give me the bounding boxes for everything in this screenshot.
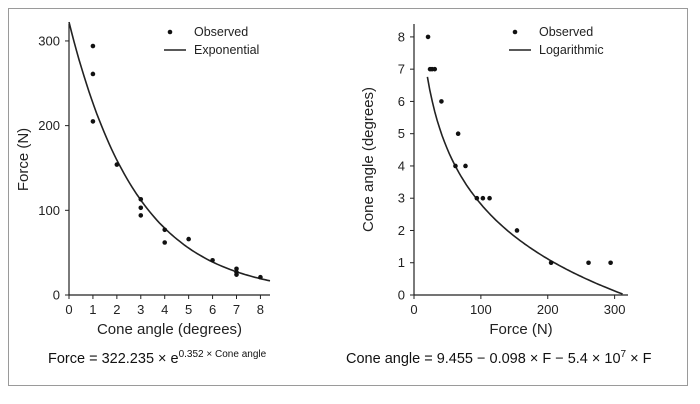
- right-observed-point: [487, 195, 492, 201]
- right-equation-main: Cone angle = 9.455 − 0.098 × F − 5.4 × 1…: [346, 350, 621, 367]
- right-y-tick-label: 4: [398, 158, 405, 173]
- left-x-tick-label: 1: [89, 302, 96, 317]
- left-y-axis-label: Force (N): [15, 128, 32, 191]
- right-observed-point: [514, 228, 520, 233]
- left-x-tick-label: 7: [233, 302, 240, 317]
- right-observed-point: [432, 66, 438, 72]
- left-observed-point: [138, 197, 144, 202]
- left-y-tick-label: 300: [38, 33, 60, 48]
- left-observed-point: [210, 257, 215, 263]
- right-observed-point: [548, 260, 554, 266]
- right-observed-point: [425, 34, 431, 40]
- right-x-tick-label: 0: [410, 302, 417, 317]
- left-observed-point: [138, 205, 144, 211]
- right-y-axis-label: Cone angle (degrees): [360, 87, 377, 232]
- left-equation-exponent: 0.352 × Cone angle: [178, 349, 267, 360]
- right-observed-point: [463, 163, 468, 169]
- left-observed-point: [90, 43, 96, 49]
- left-x-tick-label: 2: [113, 302, 120, 317]
- right-y-tick-label: 5: [398, 126, 405, 141]
- left-observed-point: [138, 213, 144, 218]
- right-y-tick-label: 0: [398, 288, 405, 303]
- left-observed-point: [90, 119, 96, 124]
- right-observed-point: [455, 131, 461, 136]
- right-x-axis-label: Force (N): [489, 321, 552, 338]
- left-legend-fit-label: Exponential: [194, 43, 259, 57]
- left-y-tick-label: 100: [38, 203, 60, 218]
- right-y-tick-label: 1: [398, 255, 405, 270]
- figure-frame: [8, 8, 688, 386]
- left-observed-point: [234, 272, 239, 277]
- left-observed-point: [258, 274, 263, 280]
- right-observed-point: [453, 163, 458, 169]
- right-observed-point: [439, 99, 444, 104]
- left-observed-point: [162, 227, 168, 233]
- right-observed-point: [474, 195, 480, 201]
- right-legend-observed-label: Observed: [539, 25, 593, 39]
- right-observed-point: [608, 260, 613, 266]
- right-observed-point: [586, 260, 591, 266]
- right-equation: Cone angle = 9.455 − 0.098 × F − 5.4 × 1…: [346, 349, 651, 367]
- right-legend-observed-marker: [512, 29, 518, 35]
- left-observed-point: [114, 162, 120, 167]
- right-y-tick-label: 7: [398, 62, 405, 77]
- right-x-tick-label: 300: [604, 302, 626, 317]
- right-y-tick-label: 2: [398, 223, 405, 238]
- left-x-tick-label: 6: [209, 302, 216, 317]
- left-observed-point: [162, 240, 168, 245]
- right-equation-tail: × F: [626, 350, 652, 367]
- right-y-tick-label: 6: [398, 94, 405, 109]
- left-observed-point: [90, 71, 96, 77]
- right-observed-point: [480, 195, 486, 201]
- right-legend-fit-label: Logarithmic: [539, 43, 604, 57]
- left-x-tick-label: 5: [185, 302, 192, 317]
- right-fit-curve: [426, 76, 623, 295]
- left-legend-observed-label: Observed: [194, 25, 248, 39]
- left-observed-point: [186, 236, 191, 242]
- left-legend-observed-marker: [167, 29, 173, 35]
- left-equation-main: Force = 322.235 × e: [48, 350, 179, 367]
- right-y-tick-label: 8: [398, 29, 405, 44]
- left-equation: Force = 322.235 × e0.352 × Cone angle: [48, 349, 266, 367]
- left-fit-curve: [68, 21, 271, 282]
- left-y-tick-label: 0: [53, 288, 60, 303]
- left-y-tick-label: 200: [38, 118, 60, 133]
- right-equation-exponent: 7: [620, 349, 627, 360]
- left-x-axis-label: Cone angle (degrees): [97, 321, 242, 338]
- right-x-tick-label: 200: [537, 302, 559, 317]
- left-x-tick-label: 8: [257, 302, 264, 317]
- left-x-tick-label: 0: [65, 302, 72, 317]
- left-x-tick-label: 3: [137, 302, 144, 317]
- left-observed-point: [234, 266, 239, 272]
- left-x-tick-label: 4: [161, 302, 168, 317]
- right-y-tick-label: 3: [398, 191, 405, 206]
- right-x-tick-label: 100: [470, 302, 492, 317]
